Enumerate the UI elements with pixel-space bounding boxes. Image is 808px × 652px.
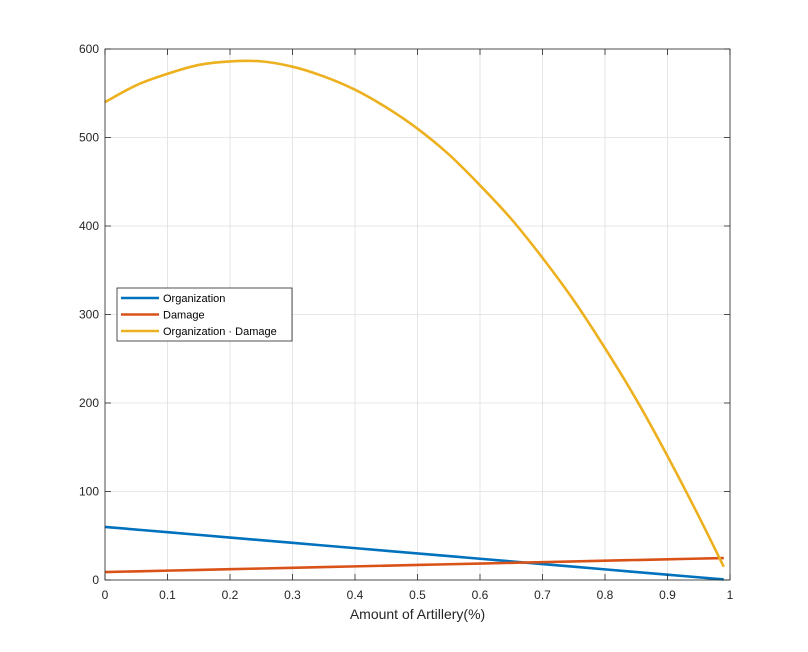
x-axis-label: Amount of Artillery(%) — [350, 606, 485, 622]
legend-label-1: Damage — [163, 310, 205, 322]
x-tick-label: 0.4 — [347, 588, 364, 602]
x-tick-label: 0.7 — [534, 588, 551, 602]
series-line-0 — [104, 525, 724, 581]
x-tick-label: 0.6 — [472, 588, 489, 602]
x-tick-label: 0.2 — [222, 588, 239, 602]
x-tick-label: 0.8 — [597, 588, 614, 602]
x-tick-label: 0 — [102, 588, 109, 602]
y-tick-label: 200 — [79, 396, 99, 410]
x-tick-label: 0.3 — [284, 588, 301, 602]
x-tick-label: 1 — [727, 588, 734, 602]
y-tick-label: 600 — [79, 42, 99, 56]
y-tick-label: 400 — [79, 219, 99, 233]
series-line-1 — [104, 556, 724, 574]
x-tick-label: 0.9 — [659, 588, 676, 602]
legend: Organization Damage Organization · Damage — [116, 287, 293, 342]
series-line-2 — [104, 59, 725, 568]
x-tick-label: 0.1 — [159, 588, 176, 602]
x-tick-labels: 0 0.1 0.2 0.3 0.4 0.5 0.6 0.7 0.8 0.9 1 — [102, 588, 734, 602]
ticks — [104, 48, 731, 581]
y-tick-labels: 0 100 200 300 400 500 600 — [79, 42, 99, 587]
x-tick-label: 0.5 — [409, 588, 426, 602]
y-tick-label: 0 — [92, 573, 99, 587]
series-layer — [104, 59, 725, 581]
y-tick-label: 300 — [79, 308, 99, 322]
legend-label-2: Organization · Damage — [163, 326, 277, 338]
legend-label-0: Organization — [163, 293, 225, 305]
y-tick-label: 500 — [79, 131, 99, 145]
y-tick-label: 100 — [79, 485, 99, 499]
